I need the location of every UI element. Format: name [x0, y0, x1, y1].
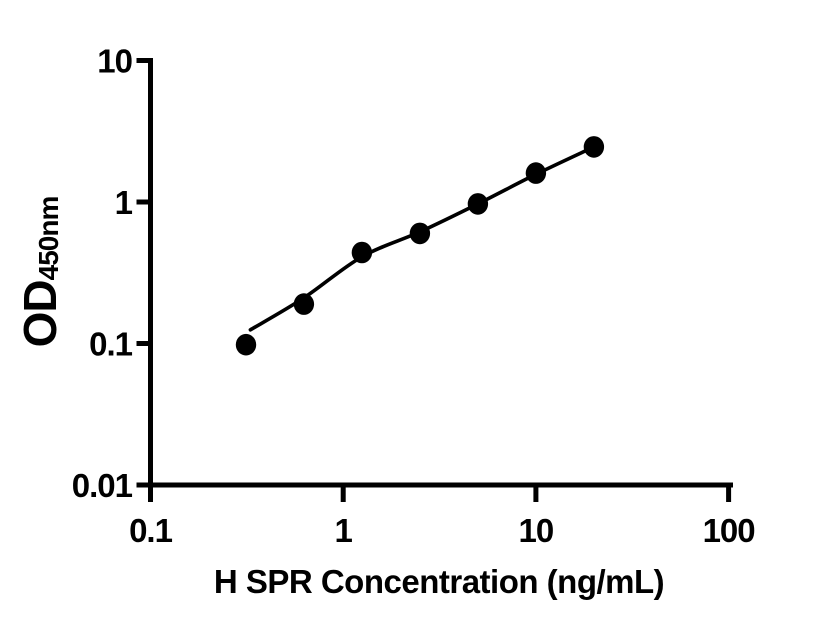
- x-tick-label: 0.1: [129, 512, 173, 549]
- axis-spine: [148, 58, 733, 488]
- data-point: [293, 293, 315, 315]
- x-tick-label: 100: [703, 512, 755, 549]
- data-point: [409, 222, 431, 245]
- y-axis-title: OD450nm: [14, 122, 66, 422]
- y-tick-label: 0.01: [72, 467, 133, 504]
- axis-ticks: [136, 58, 732, 502]
- axes: [148, 58, 733, 488]
- data-points-group: [235, 136, 605, 356]
- x-axis-title: H SPR Concentration (ng/mL): [213, 563, 665, 600]
- data-point: [351, 241, 373, 264]
- y-axis-title-subscript: 450nm: [33, 196, 64, 281]
- y-tick-label: 1: [115, 184, 133, 221]
- x-tick-label: 10: [519, 512, 554, 549]
- y-tick-label: 0.1: [89, 326, 133, 363]
- data-point: [467, 193, 489, 215]
- y-axis-title-main: OD: [14, 280, 66, 348]
- x-tick-label: 1: [335, 512, 353, 549]
- axis-tick-labels: 10 1 0.1 0.01 0.1 1 10 100: [72, 43, 756, 550]
- data-point: [525, 162, 547, 184]
- y-tick-label: 10: [97, 43, 132, 80]
- data-point: [235, 333, 257, 356]
- data-point: [583, 136, 605, 158]
